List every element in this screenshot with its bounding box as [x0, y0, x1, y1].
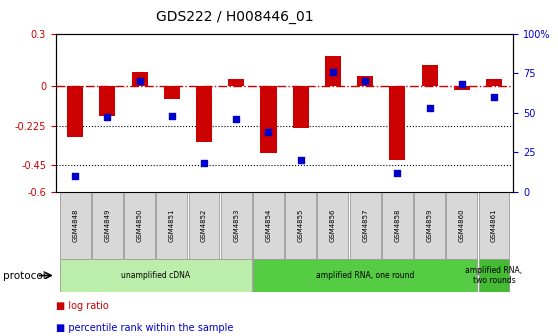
Text: GSM4857: GSM4857 [362, 208, 368, 242]
Text: GSM4853: GSM4853 [233, 208, 239, 242]
Point [425, 105, 434, 111]
Bar [454, 86, 470, 90]
Bar [92, 192, 123, 259]
Point [458, 81, 466, 87]
Text: GSM4861: GSM4861 [491, 208, 497, 242]
Point [489, 94, 498, 99]
Text: amplified RNA, one round: amplified RNA, one round [316, 271, 415, 280]
Text: ■ log ratio: ■ log ratio [56, 301, 109, 311]
Point [232, 116, 240, 122]
Bar [350, 192, 381, 259]
Point [71, 173, 80, 178]
Bar [479, 192, 509, 259]
Bar [253, 192, 284, 259]
Bar [318, 192, 348, 259]
Point [200, 160, 209, 166]
Text: GSM4852: GSM4852 [201, 208, 207, 242]
Text: GSM4855: GSM4855 [297, 208, 304, 242]
Point [360, 78, 369, 84]
Text: GSM4858: GSM4858 [395, 208, 400, 242]
Point [135, 78, 144, 84]
Bar [67, 86, 83, 137]
Text: GSM4849: GSM4849 [104, 208, 110, 242]
Text: GSM4851: GSM4851 [169, 208, 175, 242]
Point [167, 113, 176, 118]
Text: protocol: protocol [3, 270, 46, 281]
Point [296, 157, 305, 163]
Bar [414, 192, 445, 259]
Point [264, 129, 273, 134]
Bar [228, 79, 244, 86]
Bar [382, 192, 413, 259]
Bar [357, 76, 373, 86]
Bar [253, 259, 477, 292]
Bar [163, 86, 180, 98]
Bar [189, 192, 219, 259]
Point [393, 170, 402, 175]
Bar [221, 192, 252, 259]
Text: GSM4854: GSM4854 [266, 208, 272, 242]
Text: GSM4856: GSM4856 [330, 208, 336, 242]
Bar [446, 192, 477, 259]
Point [103, 115, 112, 120]
Bar [156, 192, 187, 259]
Bar [285, 192, 316, 259]
Bar [132, 72, 148, 86]
Bar [60, 259, 252, 292]
Bar [479, 259, 509, 292]
Bar [196, 86, 212, 142]
Text: amplified RNA,
two rounds: amplified RNA, two rounds [465, 266, 523, 285]
Text: GDS222 / H008446_01: GDS222 / H008446_01 [156, 10, 313, 24]
Bar [124, 192, 155, 259]
Bar [60, 192, 90, 259]
Bar [389, 86, 406, 160]
Text: ■ percentile rank within the sample: ■ percentile rank within the sample [56, 323, 233, 333]
Text: GSM4859: GSM4859 [426, 208, 432, 242]
Text: GSM4860: GSM4860 [459, 208, 465, 242]
Point [329, 69, 338, 74]
Bar [421, 65, 437, 86]
Bar [325, 56, 341, 86]
Text: GSM4850: GSM4850 [137, 208, 143, 242]
Bar [292, 86, 309, 128]
Bar [486, 79, 502, 86]
Text: GSM4848: GSM4848 [72, 208, 78, 242]
Bar [99, 86, 116, 116]
Bar [261, 86, 277, 153]
Text: unamplified cDNA: unamplified cDNA [121, 271, 190, 280]
